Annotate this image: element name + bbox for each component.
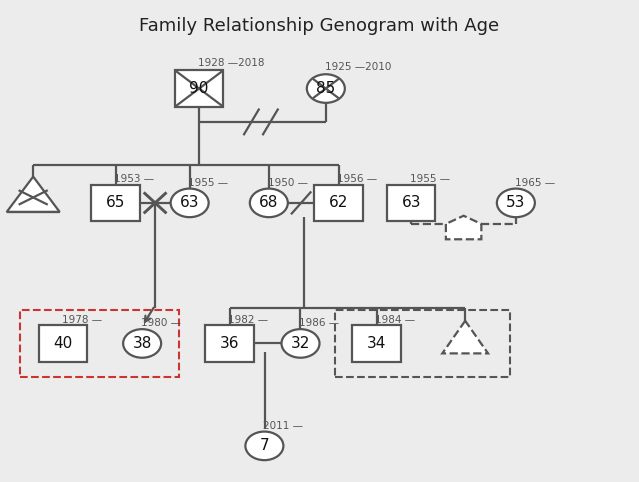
Polygon shape bbox=[442, 321, 488, 353]
Bar bbox=[91, 185, 139, 221]
Text: 65: 65 bbox=[106, 195, 125, 210]
Text: 62: 62 bbox=[329, 195, 348, 210]
Text: 2011 —: 2011 — bbox=[263, 421, 303, 431]
Bar bbox=[335, 310, 509, 377]
Text: 1982 —: 1982 — bbox=[228, 315, 268, 324]
Text: 1955 —: 1955 — bbox=[189, 178, 229, 188]
Text: 1956 —: 1956 — bbox=[337, 174, 378, 184]
Text: 34: 34 bbox=[367, 336, 386, 351]
Circle shape bbox=[123, 329, 161, 358]
Polygon shape bbox=[446, 216, 481, 239]
Text: 1986 —: 1986 — bbox=[299, 319, 339, 328]
Text: 1925 —2010: 1925 —2010 bbox=[325, 62, 391, 72]
Text: 63: 63 bbox=[401, 195, 421, 210]
Text: 32: 32 bbox=[291, 336, 310, 351]
Text: 1950 —: 1950 — bbox=[268, 178, 307, 188]
Text: 36: 36 bbox=[220, 336, 239, 351]
Text: 53: 53 bbox=[506, 195, 525, 210]
Circle shape bbox=[307, 74, 345, 103]
Text: 38: 38 bbox=[132, 336, 152, 351]
Polygon shape bbox=[6, 176, 59, 212]
Bar bbox=[387, 185, 435, 221]
Bar bbox=[20, 310, 179, 377]
Bar bbox=[175, 70, 223, 107]
Circle shape bbox=[245, 431, 283, 460]
Text: 1965 —: 1965 — bbox=[514, 178, 555, 188]
Bar bbox=[314, 185, 362, 221]
Bar bbox=[206, 325, 254, 362]
Text: 1953 —: 1953 — bbox=[114, 174, 155, 184]
Text: 1928 —2018: 1928 —2018 bbox=[198, 58, 265, 68]
Text: 1978 —: 1978 — bbox=[62, 315, 102, 324]
Text: 85: 85 bbox=[316, 81, 335, 96]
Bar bbox=[353, 325, 401, 362]
Text: 1984 —: 1984 — bbox=[375, 315, 415, 324]
Text: 40: 40 bbox=[53, 336, 73, 351]
Text: 1980 —: 1980 — bbox=[141, 319, 181, 328]
Text: 90: 90 bbox=[189, 81, 209, 96]
Bar bbox=[39, 325, 87, 362]
Text: 7: 7 bbox=[259, 438, 269, 454]
Circle shape bbox=[497, 188, 535, 217]
Text: 1955 —: 1955 — bbox=[410, 174, 450, 184]
Text: 63: 63 bbox=[180, 195, 199, 210]
Circle shape bbox=[171, 188, 209, 217]
Text: Family Relationship Genogram with Age: Family Relationship Genogram with Age bbox=[139, 17, 500, 35]
Circle shape bbox=[282, 329, 320, 358]
Text: 68: 68 bbox=[259, 195, 279, 210]
Circle shape bbox=[250, 188, 288, 217]
